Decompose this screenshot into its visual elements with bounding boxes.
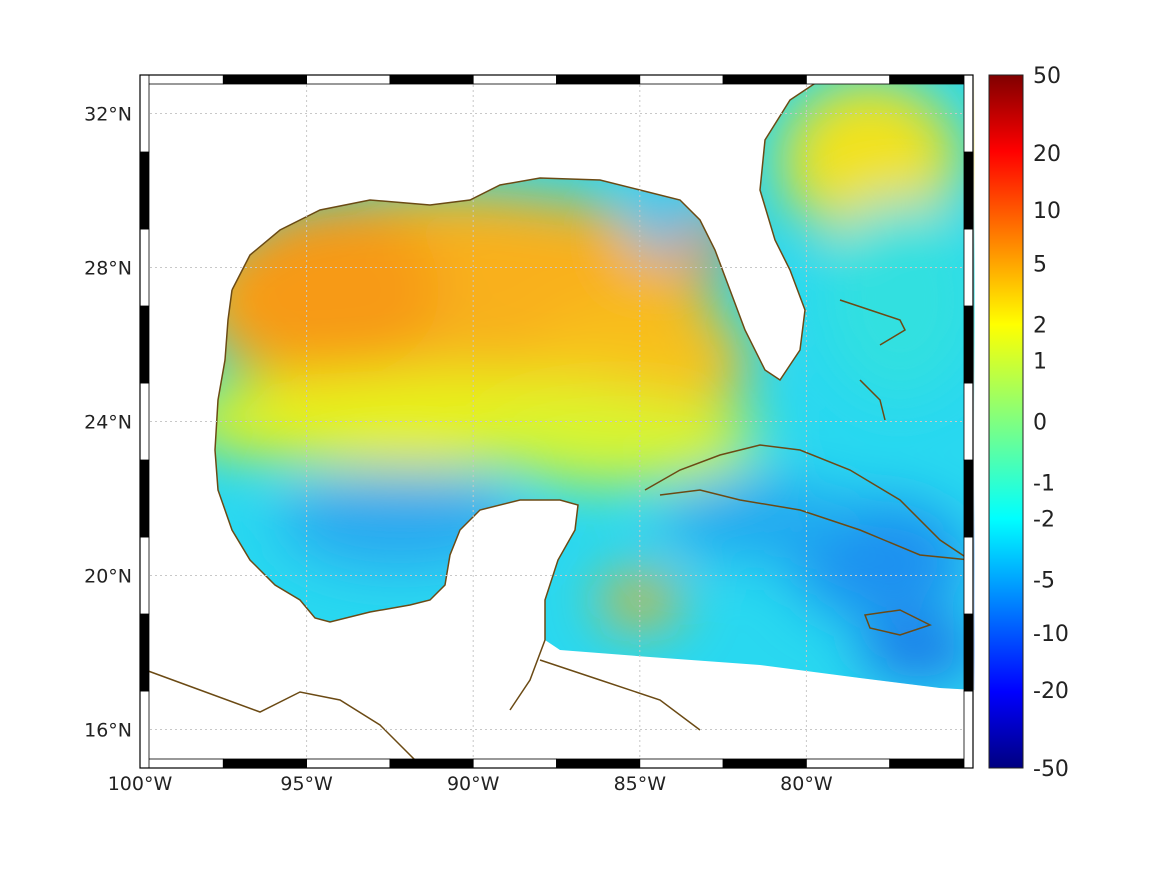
frame-segment: [556, 758, 641, 769]
colorbar-tick-label: -5: [1033, 568, 1055, 593]
lon-label: 80°W: [780, 773, 833, 795]
frame-segment: [639, 758, 724, 769]
colorbar-tick-label: 10: [1033, 199, 1061, 224]
lat-label: 20°N: [84, 566, 132, 588]
lon-label: 90°W: [447, 773, 500, 795]
frame-segment: [722, 74, 807, 85]
frame-segment: [306, 758, 391, 769]
frame-segment: [639, 74, 724, 85]
frame-segment: [139, 758, 224, 769]
lon-label: 100°W: [108, 773, 173, 795]
colorbar-tick-label: -50: [1033, 757, 1069, 782]
lon-label: 85°W: [614, 773, 667, 795]
coastlines: [139, 79, 971, 766]
lat-label: 28°N: [84, 258, 132, 280]
lat-label: 32°N: [84, 104, 132, 126]
lat-label: 16°N: [84, 720, 132, 742]
frame-segment: [806, 74, 891, 85]
frame-segment: [963, 382, 974, 461]
colorbar-tick-label: -2: [1033, 507, 1055, 532]
frame-segment: [963, 536, 974, 615]
colorbar-tick-label: -20: [1033, 679, 1069, 704]
frame-segment: [722, 758, 807, 769]
colorbar-tick-label: 2: [1033, 314, 1047, 339]
frame-segment: [389, 74, 474, 85]
frame-segment: [139, 459, 150, 538]
lon-label: 95°W: [280, 773, 333, 795]
frame-segment: [222, 758, 308, 769]
colorbar-tick-label: 50: [1033, 64, 1061, 89]
frame-border: [139, 74, 974, 769]
frame-segment: [963, 459, 974, 538]
frame-segment: [806, 758, 891, 769]
frame-segment: [139, 613, 150, 692]
colorbar: [988, 74, 1024, 769]
frame-segment: [472, 758, 557, 769]
lat-label: 24°N: [84, 412, 132, 434]
frame-segment: [472, 74, 557, 85]
frame-segment: [889, 758, 974, 769]
frame-segment: [889, 74, 974, 85]
frame-segment: [963, 305, 974, 384]
colorbar-tick-label: -10: [1033, 622, 1069, 647]
frame-segment: [139, 690, 150, 769]
colorbar-tick-label: 5: [1033, 253, 1047, 278]
frame-segment: [963, 613, 974, 692]
frame-segment: [963, 151, 974, 230]
frame-segment: [139, 305, 150, 384]
frame-segment: [139, 74, 150, 153]
frame-segment: [963, 74, 974, 153]
frame-segment: [963, 228, 974, 307]
frame-segment: [139, 151, 150, 230]
colorbar-tick-label: 1: [1033, 349, 1047, 374]
frame-segment: [556, 74, 641, 85]
frame-segment: [963, 690, 974, 769]
frame-segment: [306, 74, 391, 85]
longitude-labels: 100°W 95°W 90°W 85°W 80°W: [108, 773, 833, 795]
frame-segment: [139, 74, 224, 85]
colorbar-tick-label: -1: [1033, 472, 1055, 497]
latitude-labels: 32°N 28°N 24°N 20°N 16°N: [84, 104, 132, 742]
frame-segment: [222, 74, 308, 85]
frame-segment: [139, 382, 150, 461]
frame-segment: [389, 758, 474, 769]
frame-segment: [139, 536, 150, 615]
map-frame: [139, 74, 974, 769]
frame-segment: [139, 228, 150, 307]
colorbar-tick-label: 0: [1033, 411, 1047, 436]
colorbar-tick-label: 20: [1033, 142, 1061, 167]
